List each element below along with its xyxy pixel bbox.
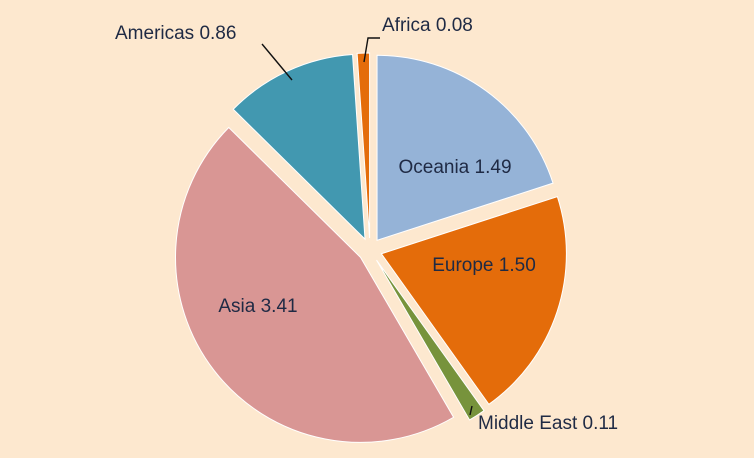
pie-slice-middle-east — [376, 259, 485, 421]
pie-slice-africa — [356, 52, 371, 239]
leader-line-africa — [363, 37, 380, 63]
slice-labels: Oceania 1.49 Europe 1.50 Middle East 0.11 A… — [115, 15, 618, 434]
slice-label-oceania: Oceania 1.49 — [398, 157, 511, 178]
leader-lines — [261, 37, 473, 416]
slice-label-middle-east: Middle East 0.11 — [478, 413, 618, 434]
pie-slices — [175, 52, 567, 443]
leader-line-middle-east — [469, 405, 473, 416]
slice-label-asia: Asia 3.41 — [218, 296, 297, 317]
slice-label-africa: Africa 0.08 — [382, 15, 473, 36]
pie-slice-europe — [380, 195, 567, 406]
slice-label-americas: Americas 0.86 — [115, 23, 236, 44]
pie-slice-oceania — [376, 54, 554, 241]
pie-slice-asia — [175, 126, 455, 443]
leader-line-americas — [261, 43, 293, 81]
slice-label-europe: Europe 1.50 — [432, 255, 536, 276]
pie-slice-americas — [232, 53, 366, 241]
